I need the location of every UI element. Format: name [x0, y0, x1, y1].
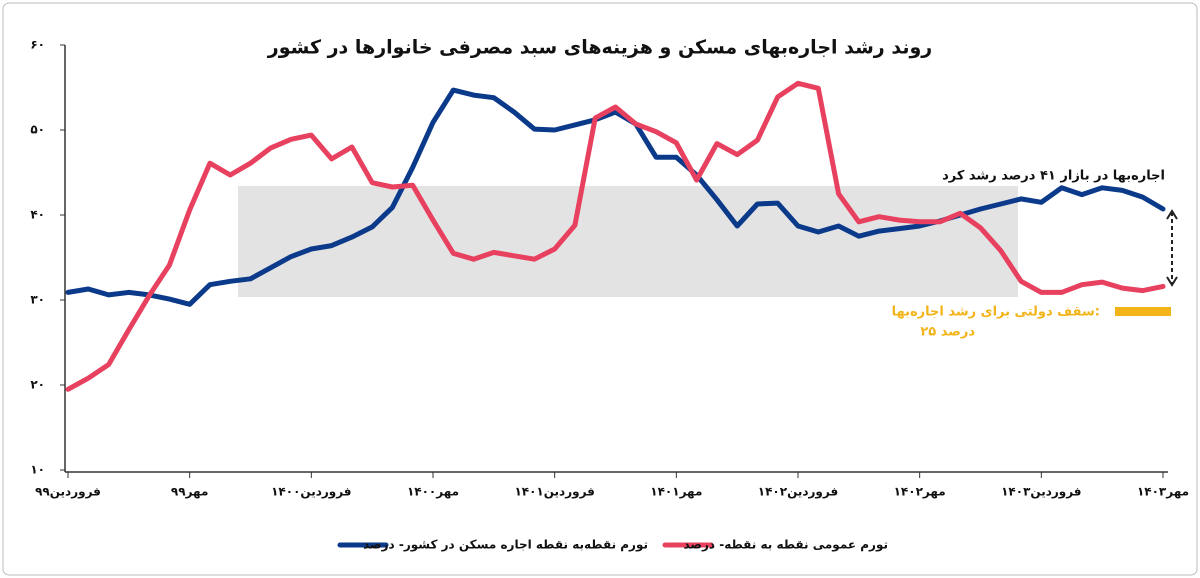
chart-title: روند رشد اجاره‌بهای مسکن و هزینه‌های سبد… [267, 37, 932, 59]
x-tick-label: فروردین۱۴۰۲ [758, 485, 838, 500]
y-tick-label: ۵۰ [30, 123, 45, 137]
gap-arrow-heads [1166, 209, 1178, 287]
x-tick-label: فروردین۹۹ [35, 485, 101, 500]
legend-label: تورم عمومی نقطه به نقطه- درصد [683, 538, 888, 553]
x-tick-label: مهر۹۹ [171, 485, 208, 499]
y-tick-label: ۶۰ [30, 38, 45, 52]
watermark-box [238, 186, 1018, 297]
x-tick-label: فروردین۱۴۰۱ [514, 485, 594, 500]
x-tick-label: مهر۱۴۰۲ [894, 485, 946, 499]
x-tick-label: مهر۱۴۰۱ [650, 485, 702, 499]
series-line [65, 80, 1166, 392]
cap-marker [1115, 307, 1171, 316]
annotation: ۲۵ درصد [920, 325, 975, 340]
x-tick-label: مهر۱۴۰۰ [407, 485, 459, 499]
y-tick-label: ۳۰ [30, 293, 45, 307]
annotation: سقف دولتی برای رشد اجاره‌بها: [892, 305, 1100, 320]
series-line [65, 87, 1166, 307]
y-tick-label: ۲۰ [30, 378, 45, 392]
y-tick-label: ۴۰ [30, 208, 45, 222]
x-tick-label: فروردین۱۴۰۳ [1001, 485, 1081, 500]
legend-label: تورم نقطه‌به نقطه اجاره مسکن در کشور- در… [363, 538, 648, 553]
annotation: اجاره‌بها در بازار ۴۱ درصد رشد کرد [942, 169, 1165, 184]
x-tick-label: فروردین۱۴۰۰ [271, 485, 351, 500]
y-tick-label: ۱۰ [30, 463, 45, 477]
x-tick-label: مهر۱۴۰۳ [1137, 485, 1189, 499]
